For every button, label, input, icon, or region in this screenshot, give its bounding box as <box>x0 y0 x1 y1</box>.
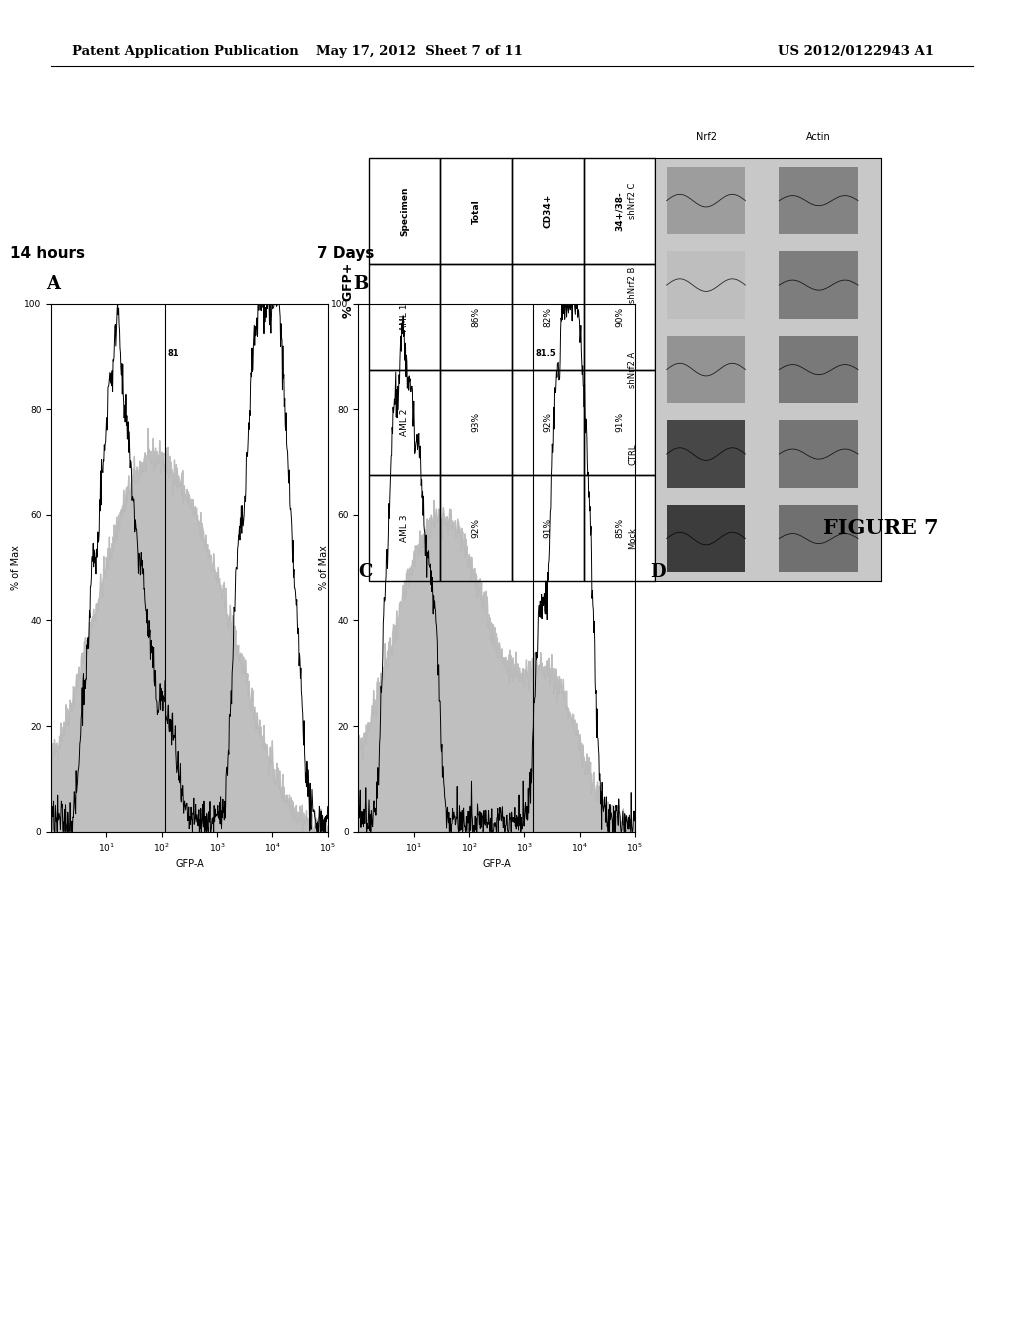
Text: % GFP+: % GFP+ <box>342 263 354 318</box>
Y-axis label: % of Max: % of Max <box>11 545 22 590</box>
Text: Total: Total <box>472 199 480 223</box>
Text: 14 hours: 14 hours <box>10 247 85 261</box>
Bar <box>584 264 655 370</box>
Text: 81: 81 <box>167 350 179 359</box>
Bar <box>584 158 655 264</box>
Text: 81.5: 81.5 <box>536 350 556 359</box>
Bar <box>512 370 584 475</box>
Text: 34+/38-: 34+/38- <box>615 191 624 231</box>
Bar <box>440 264 512 370</box>
Text: D: D <box>650 562 666 581</box>
Text: 90%: 90% <box>615 306 624 327</box>
Bar <box>779 504 858 573</box>
Text: A: A <box>46 275 60 293</box>
Text: Patent Application Publication: Patent Application Publication <box>72 45 298 58</box>
Text: shNrf2 A: shNrf2 A <box>629 351 637 388</box>
Text: 91%: 91% <box>615 412 624 433</box>
Text: 92%: 92% <box>472 517 480 539</box>
Text: 93%: 93% <box>472 412 480 433</box>
Text: AML 2: AML 2 <box>400 409 409 436</box>
Text: 82%: 82% <box>544 306 552 327</box>
Bar <box>667 420 745 488</box>
Bar <box>584 370 655 475</box>
Text: shNrf2 B: shNrf2 B <box>629 267 637 304</box>
Text: shNrf2 C: shNrf2 C <box>629 182 637 219</box>
Bar <box>667 335 745 404</box>
Text: 92%: 92% <box>544 412 552 433</box>
Text: US 2012/0122943 A1: US 2012/0122943 A1 <box>778 45 934 58</box>
Text: CTRL: CTRL <box>629 444 637 465</box>
Text: Actin: Actin <box>806 132 831 141</box>
Text: B: B <box>353 275 369 293</box>
Bar <box>440 158 512 264</box>
X-axis label: GFP-A: GFP-A <box>175 859 204 870</box>
Text: Specimen: Specimen <box>400 186 409 236</box>
Text: 86%: 86% <box>472 306 480 327</box>
Bar <box>779 420 858 488</box>
Bar <box>369 370 440 475</box>
Text: FIGURE 7: FIGURE 7 <box>823 517 938 539</box>
Text: 85%: 85% <box>615 517 624 539</box>
Y-axis label: % of Max: % of Max <box>318 545 329 590</box>
Text: AML 3: AML 3 <box>400 515 409 541</box>
Bar <box>369 264 440 370</box>
Bar <box>512 264 584 370</box>
Text: May 17, 2012  Sheet 7 of 11: May 17, 2012 Sheet 7 of 11 <box>316 45 523 58</box>
Bar <box>512 158 584 264</box>
Text: Nrf2: Nrf2 <box>695 132 717 141</box>
Bar <box>584 475 655 581</box>
Text: CD34+: CD34+ <box>544 194 552 228</box>
Bar <box>667 166 745 235</box>
Text: AML 1: AML 1 <box>400 304 409 330</box>
Bar <box>440 370 512 475</box>
Bar <box>440 475 512 581</box>
Bar <box>512 475 584 581</box>
Text: Mock: Mock <box>629 528 637 549</box>
Text: 91%: 91% <box>544 517 552 539</box>
Bar <box>667 251 745 319</box>
Bar <box>779 335 858 404</box>
Bar <box>369 158 440 264</box>
Text: 7 Days: 7 Days <box>317 247 375 261</box>
Bar <box>779 251 858 319</box>
Text: C: C <box>358 562 373 581</box>
Bar <box>667 504 745 573</box>
Bar <box>369 475 440 581</box>
X-axis label: GFP-A: GFP-A <box>482 859 511 870</box>
Bar <box>779 166 858 235</box>
